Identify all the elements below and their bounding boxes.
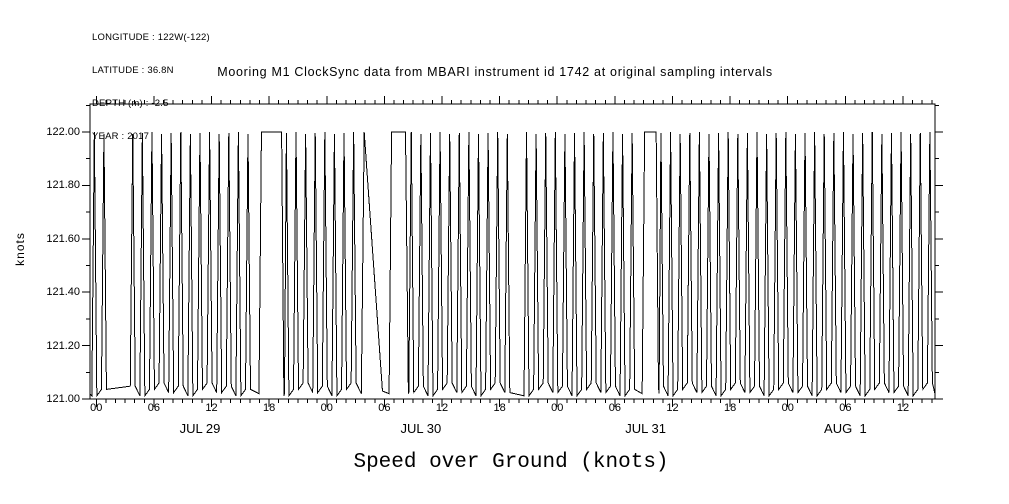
metadata-longitude: LONGITUDE : 122W(-122) [92, 32, 210, 43]
y-tick-label: 121.00 [46, 393, 80, 405]
data-series-line [89, 131, 936, 398]
y-tick-label: 121.20 [46, 339, 80, 352]
x-tick-label: 00 [551, 402, 564, 414]
chart-title: Mooring M1 ClockSync data from MBARI ins… [217, 65, 773, 79]
x-tick-label: 18 [723, 402, 737, 414]
x-tick-label: 00 [320, 402, 333, 414]
x-tick-label: 06 [378, 402, 391, 414]
x-tick-label: 12 [666, 402, 679, 414]
x-tick-label: 12 [896, 402, 910, 414]
x-date-label: JUL 29 [179, 421, 221, 436]
plot-frame [89, 103, 936, 400]
x-tick-label: 06 [147, 402, 160, 414]
x-tick-label: 18 [493, 402, 506, 414]
x-tick-label: 00 [90, 402, 103, 414]
x-date-label: AUG 1 [824, 421, 867, 436]
x-axis-title: Speed over Ground (knots) [353, 451, 669, 474]
y-tick-label: 121.40 [46, 286, 80, 299]
x-date-label: JUL 31 [625, 421, 666, 436]
x-tick-label: 06 [608, 402, 621, 414]
metadata-year: YEAR : 2017 [92, 131, 150, 142]
x-tick-label: 18 [262, 402, 276, 414]
y-tick-label: 122.00 [46, 126, 80, 138]
x-tick-label: 06 [839, 402, 852, 414]
x-date-label: JUL 30 [400, 421, 442, 436]
x-tick-label: 12 [205, 402, 218, 414]
axis-ticks [82, 96, 943, 407]
y-tick-label: 121.80 [46, 179, 80, 192]
metadata-latitude: LATITUDE : 36.8N [92, 65, 174, 76]
x-tick-label: 12 [435, 402, 449, 414]
y-tick-label: 121.60 [46, 232, 80, 245]
x-tick-label: 00 [781, 402, 794, 414]
